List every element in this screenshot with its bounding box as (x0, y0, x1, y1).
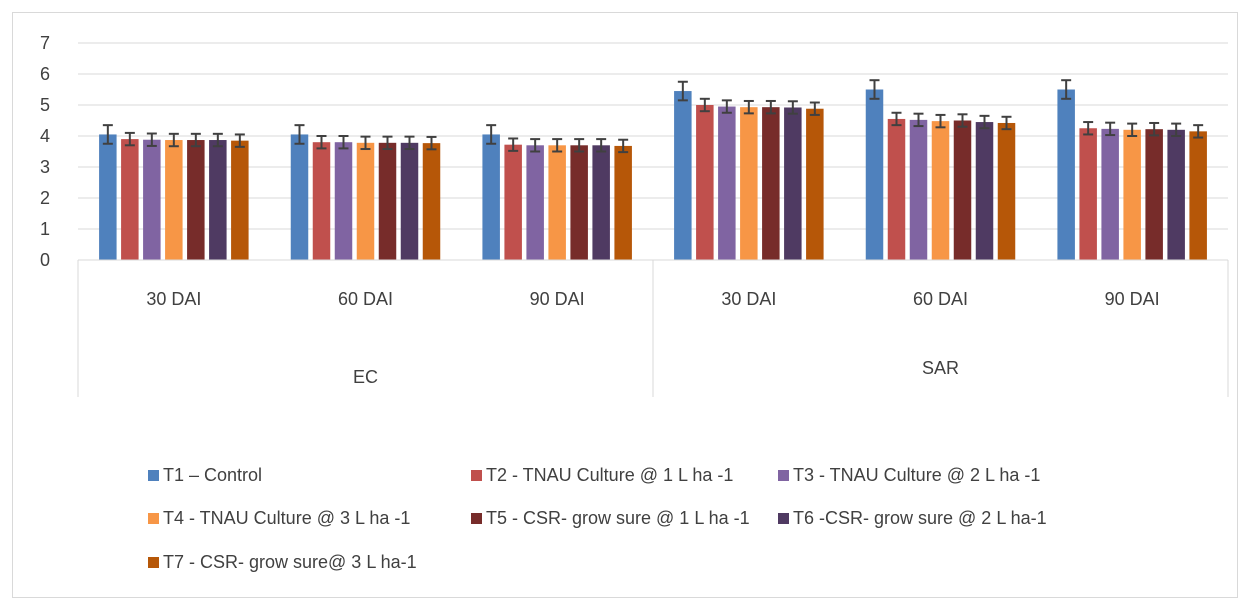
legend-item: T5 - CSR- grow sure @ 1 L ha -1 (471, 508, 750, 529)
legend-swatch (778, 470, 789, 481)
bar (953, 120, 972, 260)
legend-label: T2 - TNAU Culture @ 1 L ha -1 (486, 465, 734, 485)
legend-swatch (471, 513, 482, 524)
y-tick-label: 5 (40, 95, 50, 115)
bar (400, 142, 419, 260)
bar (1189, 131, 1207, 260)
bar (312, 142, 331, 260)
y-tick-label: 1 (40, 219, 50, 239)
bar (806, 108, 824, 260)
legend-item: T1 – Control (148, 465, 262, 486)
bar (422, 143, 441, 260)
bar (231, 140, 249, 260)
y-tick-label: 2 (40, 188, 50, 208)
bar (762, 107, 780, 260)
bar (290, 134, 309, 260)
legend-swatch (148, 470, 159, 481)
legend-label: T5 - CSR- grow sure @ 1 L ha -1 (486, 508, 750, 528)
y-tick-label: 4 (40, 126, 50, 146)
bar (865, 89, 884, 260)
legend-item: T3 - TNAU Culture @ 2 L ha -1 (778, 465, 1040, 486)
legend-swatch (778, 513, 789, 524)
bar (526, 145, 544, 260)
legend-label: T3 - TNAU Culture @ 2 L ha -1 (793, 465, 1041, 485)
x-tick-label: 30 DAI (146, 289, 201, 309)
bar (975, 122, 994, 260)
x-tick-label: 60 DAI (338, 289, 393, 309)
bar (548, 145, 566, 260)
y-tick-label: 0 (40, 250, 50, 270)
legend-item: T7 - CSR- grow sure@ 3 L ha-1 (148, 552, 417, 573)
bar (909, 119, 928, 260)
y-tick-label: 7 (40, 33, 50, 53)
x-tick-label: 60 DAI (913, 289, 968, 309)
legend-swatch (148, 557, 159, 568)
bar (482, 134, 500, 260)
bar (718, 106, 736, 260)
legend-label: T6 -CSR- grow sure @ 2 L ha-1 (793, 508, 1047, 528)
bar (99, 134, 117, 260)
bar (1123, 129, 1141, 260)
legend-item: T4 - TNAU Culture @ 3 L ha -1 (148, 508, 410, 529)
legend-label: T7 - CSR- grow sure@ 3 L ha-1 (163, 552, 417, 572)
bar (592, 145, 610, 260)
legend-label: T1 – Control (163, 465, 263, 485)
legend-swatch (471, 470, 482, 481)
bar (1145, 129, 1163, 260)
bar (209, 140, 227, 260)
bar (356, 142, 375, 260)
x-tick-label: 90 DAI (530, 289, 585, 309)
legend-item: T2 - TNAU Culture @ 1 L ha -1 (471, 465, 733, 486)
bar (887, 118, 906, 260)
group-label: EC (353, 367, 378, 387)
bar (334, 142, 353, 260)
bar (1057, 89, 1075, 260)
group-label: SAR (922, 358, 959, 378)
bar (1167, 129, 1185, 260)
bar (121, 139, 139, 260)
bar (740, 107, 758, 260)
legend-swatch (148, 513, 159, 524)
x-tick-label: 90 DAI (1105, 289, 1160, 309)
x-tick-label: 30 DAI (721, 289, 776, 309)
legend-item: T6 -CSR- grow sure @ 2 L ha-1 (778, 508, 1047, 529)
bar (784, 107, 802, 260)
chart-frame (12, 12, 1238, 598)
bar (1079, 128, 1097, 260)
bar (570, 145, 588, 260)
bar (378, 142, 397, 260)
bar (931, 121, 950, 261)
bar (165, 140, 183, 260)
bar (1101, 128, 1119, 260)
bar (614, 145, 632, 260)
legend: T1 – Control T2 - TNAU Culture @ 1 L ha -… (148, 462, 1148, 592)
y-tick-label: 6 (40, 64, 50, 84)
legend-label: T4 - TNAU Culture @ 3 L ha -1 (163, 508, 411, 528)
bar (187, 140, 205, 260)
bar (143, 139, 161, 260)
y-tick-label: 3 (40, 157, 50, 177)
bar (997, 122, 1016, 260)
bar (674, 91, 692, 260)
bar (504, 144, 522, 260)
bar (696, 105, 714, 260)
